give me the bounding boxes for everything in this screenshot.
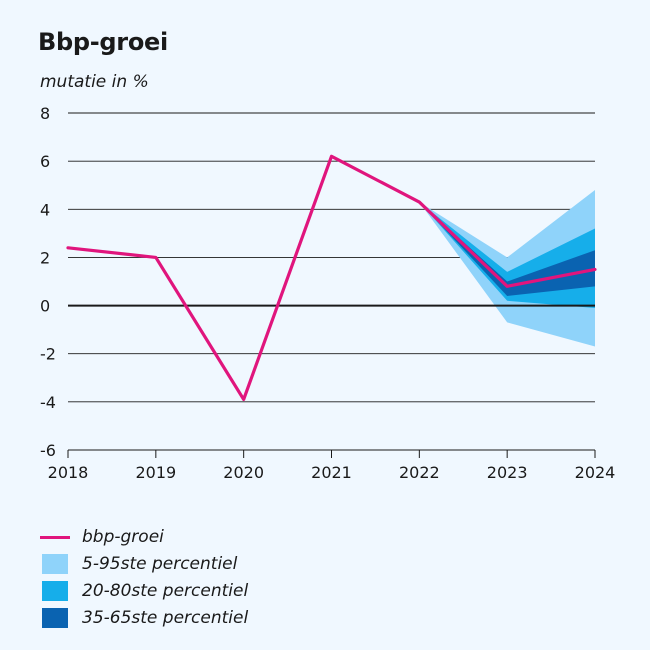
x-tick-label-2018: 2018 bbox=[48, 463, 89, 482]
y-tick-label--2: -2 bbox=[40, 345, 56, 364]
x-tick-label-2022: 2022 bbox=[399, 463, 440, 482]
legend-swatch-35-65 bbox=[42, 608, 68, 628]
band-35-65ste-percentiel bbox=[419, 202, 595, 296]
legend-label-20-80: 20-80ste percentiel bbox=[82, 581, 249, 601]
y-tick-label-0: 0 bbox=[40, 297, 50, 316]
y-axis-label: mutatie in % bbox=[40, 72, 149, 92]
y-tick-label-2: 2 bbox=[40, 248, 50, 267]
y-tick-label-8: 8 bbox=[40, 104, 50, 123]
legend-swatch-bbp-groei bbox=[40, 535, 70, 539]
y-tick-label-6: 6 bbox=[40, 152, 50, 171]
y-tick-label--4: -4 bbox=[40, 393, 56, 412]
y-tick-label--6: -6 bbox=[40, 441, 56, 460]
legend-item-35-65: 35-65ste percentiel bbox=[40, 605, 248, 631]
legend-label-bbp-groei: bbp-groei bbox=[82, 527, 164, 547]
legend-item-20-80: 20-80ste percentiel bbox=[40, 578, 248, 604]
x-tick-label-2024: 2024 bbox=[575, 463, 616, 482]
legend-swatch-5-95 bbox=[42, 554, 68, 574]
y-tick-label-4: 4 bbox=[40, 200, 50, 219]
x-tick-label-2020: 2020 bbox=[223, 463, 264, 482]
x-tick-label-2019: 2019 bbox=[135, 463, 176, 482]
legend-swatch-20-80 bbox=[42, 581, 68, 601]
legend-item-5-95: 5-95ste percentiel bbox=[40, 551, 248, 577]
legend: bbp-groei 5-95ste percentiel 20-80ste pe… bbox=[40, 524, 248, 632]
legend-item-bbp-groei: bbp-groei bbox=[40, 524, 248, 550]
band-5-95ste-percentiel bbox=[419, 190, 595, 347]
legend-label-5-95: 5-95ste percentiel bbox=[82, 554, 238, 574]
chart-title: Bbp-groei bbox=[38, 28, 168, 56]
legend-label-35-65: 35-65ste percentiel bbox=[82, 608, 249, 628]
x-tick-label-2021: 2021 bbox=[311, 463, 352, 482]
x-tick-label-2023: 2023 bbox=[487, 463, 528, 482]
